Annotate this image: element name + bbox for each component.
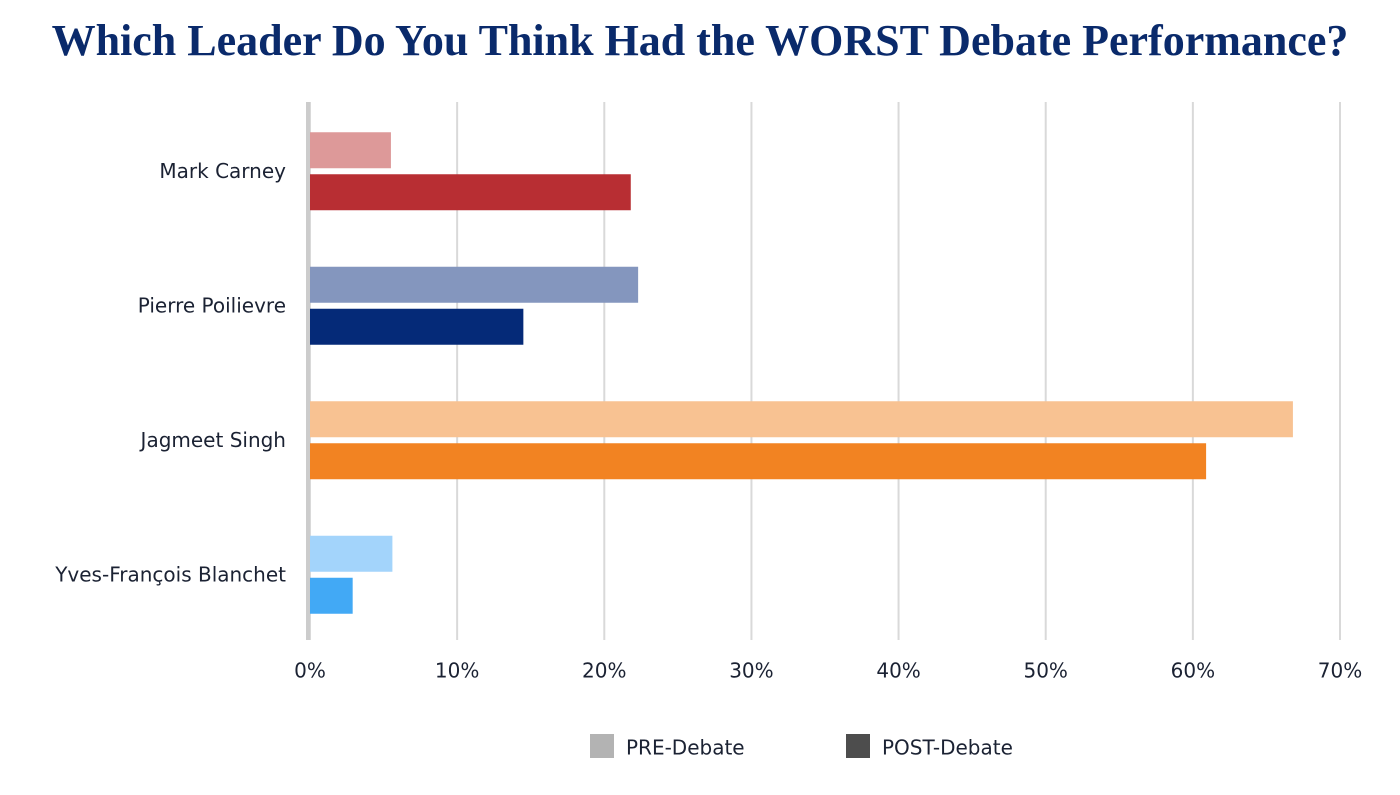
x-tick-label: 60%	[1171, 659, 1215, 683]
bar	[310, 577, 353, 614]
legend-label: POST-Debate	[882, 736, 1013, 760]
bar	[310, 443, 1207, 480]
y-tick-label: Mark Carney	[159, 159, 286, 183]
legend-label: PRE-Debate	[626, 736, 745, 760]
legend-swatch	[590, 734, 614, 758]
x-tick-label: 20%	[582, 659, 626, 683]
bar	[310, 266, 639, 303]
y-tick-label: Yves-François Blanchet	[54, 562, 286, 586]
x-tick-label: 0%	[294, 659, 326, 683]
x-tick-label: 70%	[1318, 659, 1362, 683]
y-tick-label: Pierre Poilievre	[138, 293, 286, 317]
bar	[310, 535, 393, 572]
legend-swatch	[846, 734, 870, 758]
bar	[310, 401, 1293, 438]
bar	[310, 174, 631, 211]
bar	[310, 308, 524, 345]
x-tick-label: 10%	[435, 659, 479, 683]
x-tick-label: 30%	[729, 659, 773, 683]
x-tick-label: 50%	[1023, 659, 1067, 683]
bar	[310, 132, 391, 169]
y-tick-label: Jagmeet Singh	[139, 428, 286, 452]
chart-title: Which Leader Do You Think Had the WORST …	[52, 16, 1349, 65]
x-tick-label: 40%	[876, 659, 920, 683]
